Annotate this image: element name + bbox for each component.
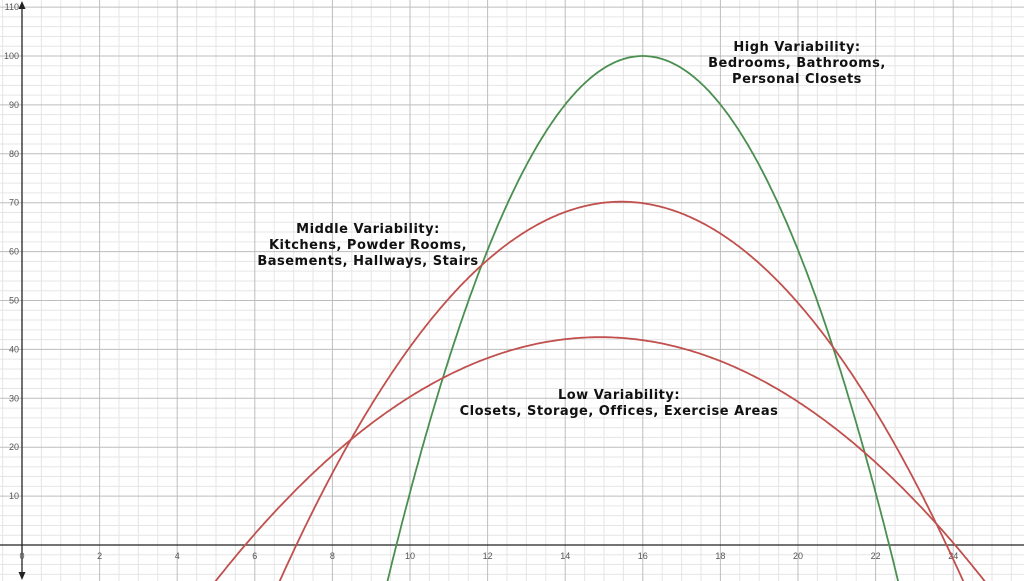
annotation-line: Kitchens, Powder Rooms, xyxy=(268,238,468,253)
y-tick-label: 10 xyxy=(9,491,19,501)
x-tick-label: 6 xyxy=(252,551,257,561)
x-tick-label: 24 xyxy=(948,551,958,561)
annotation-title: High Variability: xyxy=(733,40,861,55)
annotation-middle-variability: Middle Variability: Kitchens, Powder Roo… xyxy=(257,222,478,270)
x-tick-label: 0 xyxy=(19,551,24,561)
y-tick-label: 90 xyxy=(9,100,19,110)
x-tick-label: 10 xyxy=(405,551,415,561)
y-tick-label: 70 xyxy=(9,198,19,208)
y-tick-label: 110 xyxy=(5,2,19,12)
curve-low-variability xyxy=(214,336,986,581)
x-tick-label: 20 xyxy=(793,551,803,561)
curve-high-variability xyxy=(386,55,900,581)
y-tick-label: 80 xyxy=(9,149,19,159)
annotation-line: Personal Closets xyxy=(732,72,862,87)
x-tick-label: 18 xyxy=(715,551,725,561)
x-tick-label: 16 xyxy=(638,551,648,561)
y-tick-label: 60 xyxy=(9,247,19,257)
annotation-high-variability: High Variability: Bedrooms, Bathrooms, P… xyxy=(708,40,886,88)
x-tick-label: 12 xyxy=(483,551,493,561)
annotation-line: Bedrooms, Bathrooms, xyxy=(708,56,886,71)
y-axis-arrow-up-icon xyxy=(18,1,26,9)
curves xyxy=(214,55,986,581)
y-tick-label: 100 xyxy=(4,51,19,61)
x-tick-label: 4 xyxy=(175,551,180,561)
annotation-title: Middle Variability: xyxy=(296,222,440,237)
y-tick-label: 20 xyxy=(9,442,19,452)
tick-labels: 0 2 4 6 8 10 12 14 16 18 20 22 241020304050607080901… xyxy=(4,2,958,561)
x-tick-label: 2 xyxy=(97,551,102,561)
x-tick-label: 14 xyxy=(560,551,570,561)
annotation-title: Low Variability: xyxy=(557,388,681,403)
annotation-low-variability: Low Variability: Closets, Storage, Offic… xyxy=(460,388,779,420)
y-tick-label: 40 xyxy=(9,344,19,354)
y-tick-label: 50 xyxy=(9,296,19,306)
x-tick-label: 8 xyxy=(330,551,335,561)
curve-middle-variability xyxy=(278,200,965,581)
annotation-line: Closets, Storage, Offices, Exercise Area… xyxy=(459,404,779,419)
annotation-line: Basements, Hallways, Stairs xyxy=(257,254,479,269)
x-tick-label: 22 xyxy=(871,551,881,561)
y-axis-arrow-down-icon xyxy=(18,572,26,580)
y-tick-label: 30 xyxy=(9,393,19,403)
